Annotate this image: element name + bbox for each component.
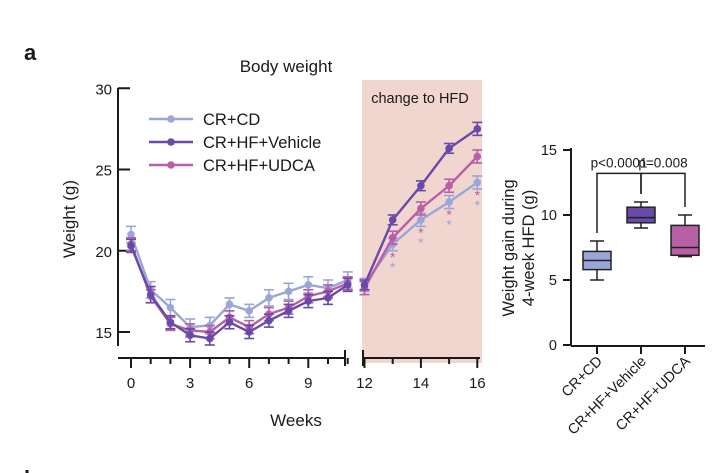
- data-point: [343, 281, 352, 289]
- y-tick-label: 25: [95, 163, 112, 180]
- comparison-bracket: [640, 172, 686, 207]
- data-point: [388, 216, 397, 224]
- hfd-annotation: change to HFD: [371, 91, 469, 107]
- data-point: [473, 125, 482, 133]
- legend-label: CR+HF+UDCA: [203, 157, 315, 175]
- data-point: [127, 230, 135, 239]
- data-point: [245, 328, 253, 336]
- legend-swatch-marker: [167, 161, 175, 169]
- line-chart: Body weight change to HFD Weeks Weight (…: [60, 57, 486, 430]
- y-tick-label: 30: [95, 81, 112, 98]
- y-tick-label: 20: [95, 244, 112, 261]
- significance-star: *: [475, 197, 481, 213]
- data-point: [417, 204, 425, 213]
- box-rect: [670, 224, 700, 257]
- data-point: [445, 144, 453, 153]
- x-tick-label: 12: [356, 375, 373, 392]
- box-y-axis-label-line2: 4-week HFD (g): [520, 190, 538, 306]
- box-y-tick-label: 0: [549, 338, 557, 354]
- data-point: [284, 307, 293, 315]
- significance-star: *: [390, 249, 396, 265]
- significance-stars: ********: [390, 187, 481, 275]
- data-point: [225, 300, 234, 309]
- y-axis-label: Weight (g): [60, 180, 79, 258]
- legend-swatch-marker: [167, 115, 175, 123]
- significance-star: *: [475, 187, 481, 203]
- data-point: [186, 331, 194, 340]
- box-x-tick-label: CR+HF+UDCA: [613, 353, 694, 434]
- data-point: [206, 334, 214, 343]
- data-point: [388, 233, 397, 242]
- next-panel-label: b: [24, 466, 37, 473]
- box-y-axis-label-line1: Weight gain during: [500, 179, 518, 316]
- x-tick-label: 6: [245, 375, 253, 392]
- series-line: [129, 243, 349, 334]
- x-tick-label: 9: [304, 375, 312, 392]
- chart-title: Body weight: [240, 57, 333, 76]
- legend-label: CR+HF+Vehicle: [203, 134, 321, 152]
- legend-label: CR+CD: [203, 111, 260, 129]
- data-point: [473, 152, 482, 161]
- data-point: [265, 316, 273, 325]
- x-tick-label: 3: [186, 375, 194, 392]
- data-point: [324, 294, 332, 302]
- significance-star: *: [390, 259, 396, 275]
- p-value-label: p=0.008: [638, 155, 687, 170]
- comparison-bracket: [596, 172, 642, 233]
- x-tick-label: 14: [413, 375, 430, 392]
- data-point: [265, 294, 273, 302]
- significance-star: *: [446, 217, 452, 233]
- series-line: [129, 245, 349, 340]
- data-point: [225, 318, 234, 327]
- x-tick-label: 0: [127, 375, 135, 392]
- box-y-tick-label: 10: [541, 208, 557, 224]
- data-point: [417, 216, 425, 224]
- p-value-label: p<0.0001: [591, 155, 648, 170]
- box-y-tick-label: 5: [549, 273, 557, 289]
- legend-swatch-marker: [167, 138, 175, 146]
- x-tick-label: 16: [469, 375, 486, 392]
- data-point: [445, 181, 453, 190]
- data-point: [417, 181, 425, 190]
- data-point: [360, 281, 369, 289]
- data-point: [127, 242, 135, 250]
- box-y-tick-label: 15: [541, 143, 557, 159]
- data-point: [445, 198, 453, 206]
- x-axis-label: Weeks: [270, 411, 322, 430]
- box-x-tick-label: CR+HF+Vehicle: [565, 354, 650, 439]
- line-series-group: [126, 121, 483, 346]
- box-rect: [626, 206, 656, 224]
- legend: CR+CD CR+HF+Vehicle CR+HF+UDCA: [149, 111, 321, 175]
- data-point: [304, 297, 313, 305]
- y-tick-label: 15: [95, 325, 112, 342]
- data-point: [166, 318, 175, 327]
- box-chart: Weight gain during 4-week HFD (g) 0 5 10 15…: [500, 143, 705, 438]
- data-point: [284, 287, 293, 296]
- data-point: [304, 281, 313, 289]
- significance-star: *: [418, 234, 424, 250]
- significance-star: *: [446, 207, 452, 223]
- data-point: [473, 178, 482, 187]
- significance-star: *: [418, 224, 424, 240]
- panel-label: a: [24, 40, 37, 65]
- line-axes: 15 20 25 30 0 3 6 9 12 14 16: [95, 81, 485, 392]
- data-point: [166, 303, 175, 312]
- box-group: [582, 201, 700, 281]
- data-point: [245, 307, 253, 315]
- data-point: [146, 290, 155, 299]
